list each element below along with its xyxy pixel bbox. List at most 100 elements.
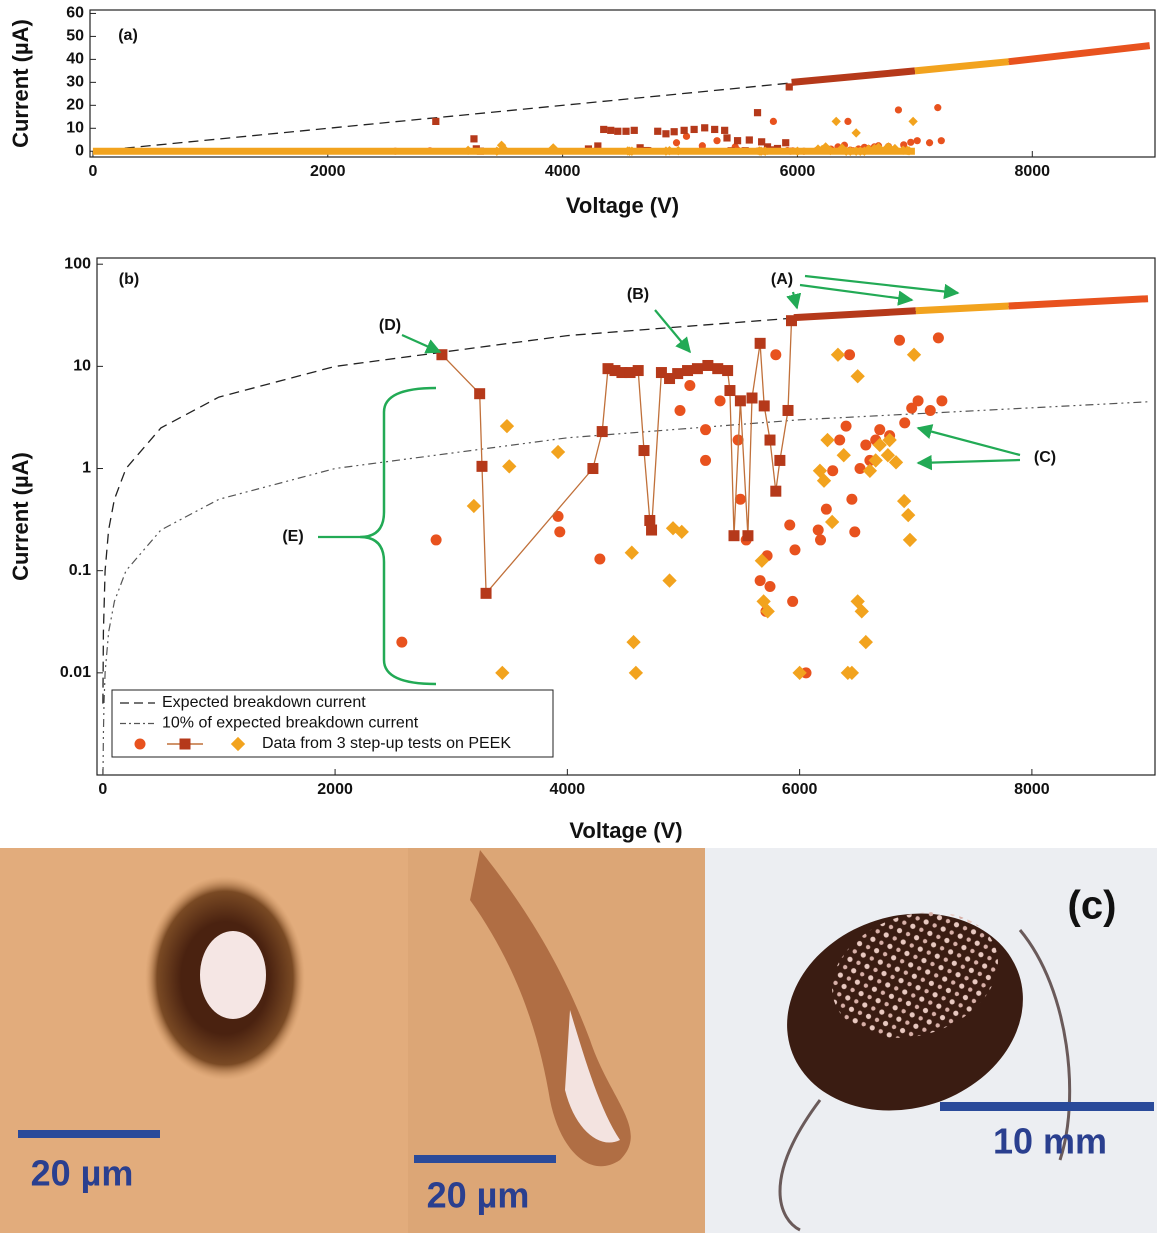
data-point xyxy=(470,135,478,143)
y-tick-label: 0.01 xyxy=(60,664,91,681)
data-point xyxy=(936,395,948,407)
data-point xyxy=(862,463,878,478)
legend-swatch xyxy=(179,738,191,750)
data-point xyxy=(764,581,776,593)
y-tick-label: 0.1 xyxy=(69,562,91,579)
data-point xyxy=(712,363,724,375)
data-point xyxy=(632,365,644,377)
x-axis-title: Voltage (V) xyxy=(566,193,679,218)
legend-swatch xyxy=(230,736,246,752)
data-point xyxy=(934,104,942,112)
data-point xyxy=(753,109,762,117)
legend-label: Data from 3 step-up tests on PEEK xyxy=(262,735,511,752)
x-tick-label: 6000 xyxy=(780,163,816,180)
data-point xyxy=(680,126,688,134)
data-point xyxy=(840,420,852,432)
data-point xyxy=(674,524,689,539)
x-axis-title: Voltage (V) xyxy=(569,818,682,843)
data-point xyxy=(770,485,782,497)
data-point xyxy=(664,373,676,385)
data-point xyxy=(690,125,698,134)
data-point xyxy=(820,432,835,448)
data-point xyxy=(495,665,510,680)
data-point xyxy=(607,126,615,134)
panel-label: (c) xyxy=(1068,884,1117,928)
data-point xyxy=(812,524,824,536)
y-tick-label: 50 xyxy=(66,28,84,45)
data-point xyxy=(602,363,614,375)
data-point xyxy=(754,553,770,568)
x-tick-label: 2000 xyxy=(317,781,353,798)
annotation: (C) xyxy=(1034,449,1056,466)
annotation: (D) xyxy=(379,317,401,334)
data-point xyxy=(789,544,801,556)
data-point xyxy=(742,530,754,542)
data-point xyxy=(899,417,911,429)
x-tick-label: 8000 xyxy=(1014,781,1050,798)
data-point xyxy=(502,459,517,474)
data-point xyxy=(670,128,678,136)
data-point xyxy=(937,137,945,145)
breakdown-segment xyxy=(914,58,1010,75)
data-point xyxy=(691,363,703,375)
data-point xyxy=(733,137,742,145)
data-point xyxy=(770,349,782,361)
data-point xyxy=(858,634,873,650)
annotation-arrow xyxy=(786,291,802,310)
x-tick-label: 2000 xyxy=(310,163,346,180)
plot-area xyxy=(92,42,1151,156)
data-point xyxy=(754,575,766,587)
data-point xyxy=(622,127,630,135)
data-point xyxy=(844,665,860,680)
data-point xyxy=(554,526,566,538)
x-tick-label: 4000 xyxy=(550,781,586,798)
data-point xyxy=(609,365,621,377)
scale-bar xyxy=(940,1102,1154,1111)
plot-frame xyxy=(96,257,1156,776)
data-point xyxy=(901,507,916,523)
data-point xyxy=(874,424,886,436)
brace xyxy=(359,386,437,686)
x-tick-label: 6000 xyxy=(782,781,818,798)
data-point xyxy=(834,434,846,446)
data-point xyxy=(830,347,846,362)
data-point xyxy=(754,337,766,349)
data-point xyxy=(714,395,726,407)
data-point xyxy=(596,426,608,438)
breakdown-segment xyxy=(793,307,916,322)
data-point xyxy=(682,132,691,140)
scale-bar xyxy=(414,1155,556,1163)
data-point xyxy=(882,432,897,448)
data-point xyxy=(764,434,776,446)
data-point xyxy=(854,463,866,475)
x-tick-label: 0 xyxy=(98,781,107,798)
data-point xyxy=(626,634,641,650)
data-point xyxy=(499,418,515,434)
y-tick-label: 10 xyxy=(66,120,84,137)
data-point xyxy=(723,134,731,142)
data-point xyxy=(624,367,636,379)
annotation-arrow xyxy=(804,274,960,300)
data-point xyxy=(614,127,622,135)
annotation-arrow xyxy=(401,333,442,354)
annotation-arrow xyxy=(916,454,1021,471)
track-hole xyxy=(565,1010,620,1143)
legend-label: Expected breakdown current xyxy=(162,694,366,711)
y-tick-label: 100 xyxy=(64,255,91,272)
data-point xyxy=(846,493,858,505)
y-axis-title: Current (µA) xyxy=(8,19,33,148)
data-point xyxy=(868,453,883,468)
photo-panels: 20 µm 20 µm 10 mm (c) xyxy=(0,848,1157,1233)
data-point xyxy=(908,116,918,127)
data-point xyxy=(587,463,599,475)
data-point xyxy=(713,137,721,145)
data-point xyxy=(827,465,839,477)
y-tick-label: 10 xyxy=(73,358,91,375)
data-point xyxy=(824,514,840,530)
breakdown-segment xyxy=(1008,42,1151,66)
y-axis-title: Current (µA) xyxy=(8,452,33,581)
data-point xyxy=(624,545,639,560)
data-point xyxy=(894,106,903,114)
data-point xyxy=(430,534,442,546)
